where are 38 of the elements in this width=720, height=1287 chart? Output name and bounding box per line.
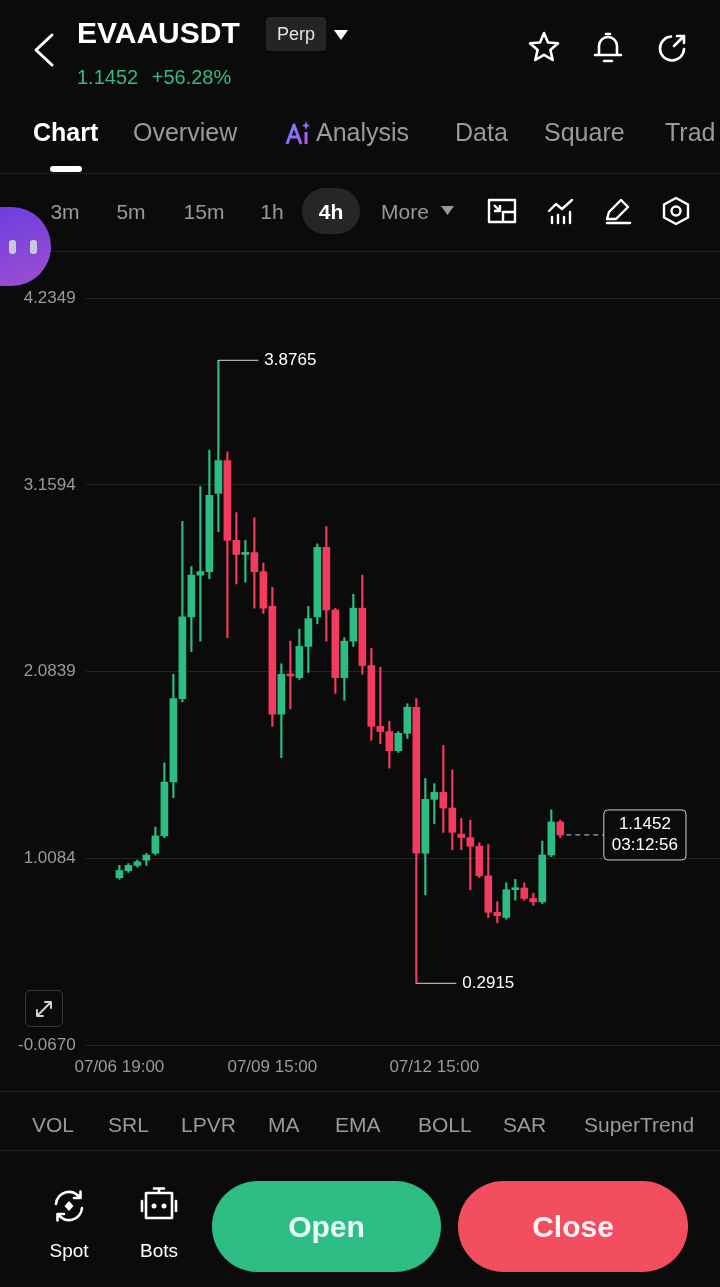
text: 5m	[116, 199, 146, 223]
x-tick-label: 07/12 15:00	[389, 1057, 480, 1077]
text: Spot	[49, 1239, 89, 1261]
text: 15m	[183, 199, 225, 223]
text: VOL	[32, 1112, 75, 1136]
text: More	[381, 199, 429, 223]
text: Overview	[133, 117, 238, 146]
y-tick-label: -0.0670	[17, 1035, 76, 1055]
text: Trad	[665, 117, 716, 146]
x-tick-label: 07/09 15:00	[227, 1057, 318, 1077]
text: BOLL	[418, 1112, 472, 1136]
x-tick-label: 07/06 19:00	[74, 1057, 165, 1077]
text: Analysis	[316, 117, 410, 146]
chart-subtitle: 1.1452 +56.28%	[77, 66, 232, 88]
y-tick-label: 2.0839	[23, 661, 76, 681]
text: 1h	[260, 199, 284, 223]
annotation: 0.2915	[462, 972, 515, 992]
y-tick-label: 3.1594	[23, 474, 76, 494]
text: MA	[268, 1112, 300, 1136]
text: SRL	[108, 1112, 149, 1136]
chart-title: EVAAUSDT	[77, 16, 240, 49]
text: Data	[455, 117, 508, 146]
text: Bots	[139, 1239, 179, 1261]
text: SAR	[503, 1112, 547, 1136]
text: Close	[532, 1209, 614, 1243]
text: SuperTrend	[584, 1112, 695, 1136]
text: Chart	[33, 117, 99, 146]
text: EMA	[335, 1112, 381, 1136]
text: Open	[288, 1209, 365, 1243]
text: Square	[544, 117, 625, 146]
ref-line-label: 1.1452 03:12:56	[611, 814, 679, 855]
y-tick-label: 1.0084	[23, 848, 76, 868]
text: LPVR	[181, 1112, 236, 1136]
text: Perp	[276, 24, 316, 44]
y-tick-label: 4.2349	[23, 287, 76, 307]
text: 4h	[318, 199, 344, 223]
text: 3m	[50, 199, 80, 223]
annotation: 3.8765	[264, 349, 317, 369]
